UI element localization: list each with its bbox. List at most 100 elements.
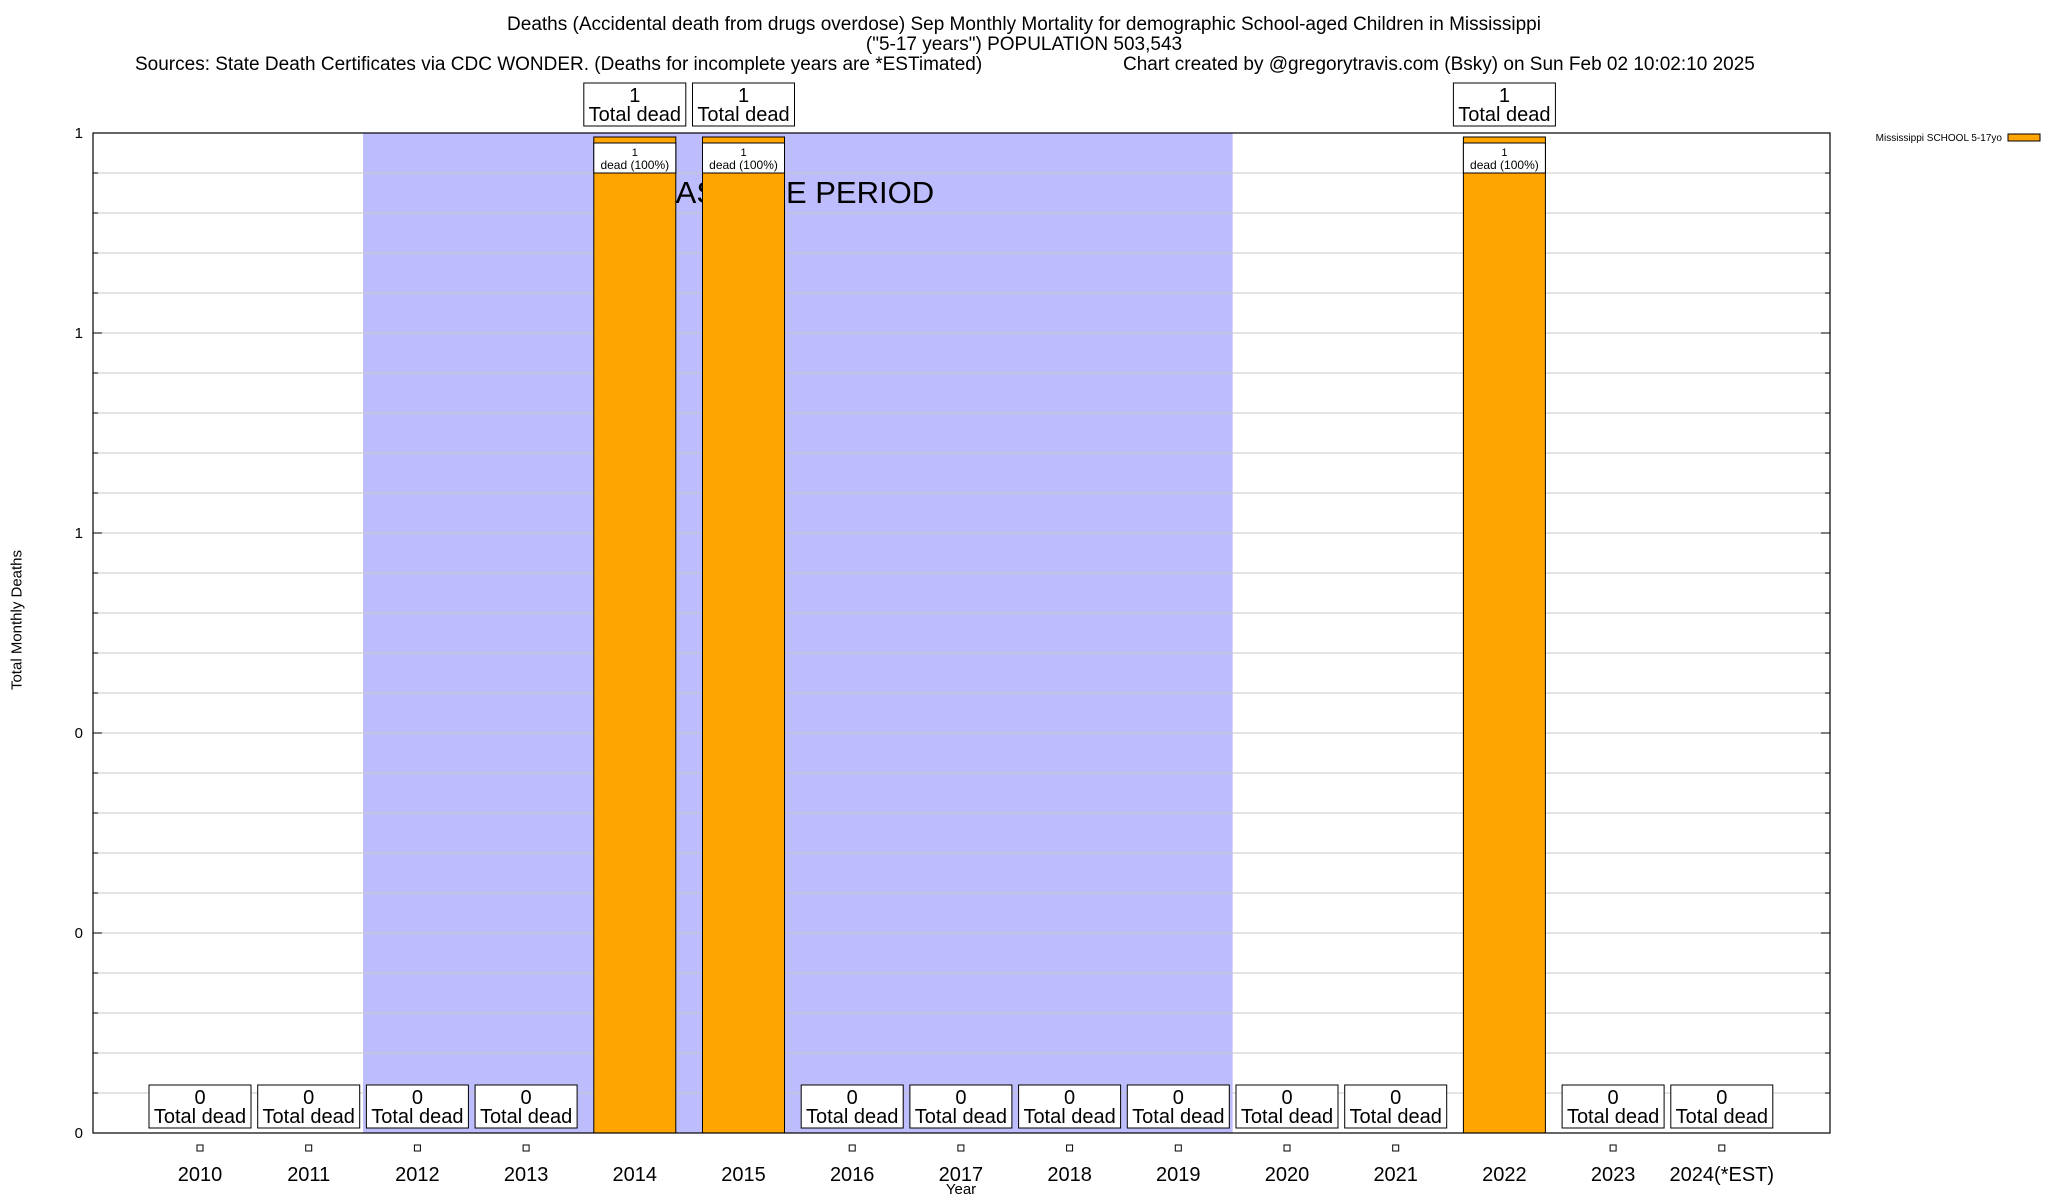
- total-dead-label: Total dead: [1676, 1106, 1768, 1128]
- bar-percent-label: dead (100%): [709, 158, 778, 172]
- zero-marker: [957, 1144, 965, 1152]
- x-tick-label: 2015: [721, 1164, 766, 1186]
- total-dead-label: Total dead: [263, 1106, 355, 1128]
- total-dead-label: Total dead: [1132, 1106, 1224, 1128]
- baseline-period-label: BASELINE PERIOD: [655, 175, 934, 210]
- total-dead-label: Total dead: [1567, 1106, 1659, 1128]
- total-label-box: [909, 1084, 1013, 1129]
- x-tick-label: 2014: [613, 1164, 658, 1186]
- total-dead-label: Total dead: [915, 1106, 1007, 1128]
- x-tick-label: 2012: [395, 1164, 440, 1186]
- y-tick-label: 0: [75, 725, 83, 742]
- x-tick-label: 2010: [178, 1164, 223, 1186]
- zero-marker: [1609, 1144, 1617, 1152]
- total-dead-count: 0: [303, 1087, 314, 1109]
- bar-percent-label-box: [1462, 142, 1546, 174]
- plot-border: [92, 132, 1831, 1134]
- total-dead-count: 0: [847, 1087, 858, 1109]
- total-dead-count: 0: [955, 1087, 966, 1109]
- chart-sources: Sources: State Death Certificates via CD…: [135, 54, 983, 75]
- bar-percent-count: 1: [632, 147, 638, 159]
- zero-marker: [522, 1144, 530, 1152]
- total-dead-label: Total dead: [697, 104, 789, 126]
- total-dead-count: 0: [1173, 1087, 1184, 1109]
- x-tick-label: 2017: [939, 1164, 984, 1186]
- total-dead-count: 0: [412, 1087, 423, 1109]
- total-label-box: [692, 82, 795, 127]
- y-tick-label: 1: [75, 125, 83, 142]
- x-tick-label: 2024(*EST): [1670, 1164, 1775, 1186]
- y-tick-label: 1: [75, 325, 83, 342]
- x-tick-label: 2016: [830, 1164, 875, 1186]
- bar-percent-count: 1: [1501, 147, 1507, 159]
- x-tick-label: 2021: [1373, 1164, 1418, 1186]
- total-label-box: [800, 1084, 904, 1129]
- total-dead-label: Total dead: [1458, 104, 1550, 126]
- total-dead-count: 0: [1716, 1087, 1727, 1109]
- total-dead-label: Total dead: [371, 1106, 463, 1128]
- bar-percent-count: 1: [740, 147, 746, 159]
- y-tick-label: 0: [75, 1125, 83, 1142]
- zero-marker: [1718, 1144, 1726, 1152]
- bar: [1462, 136, 1546, 1134]
- zero-marker: [1174, 1144, 1182, 1152]
- total-dead-count: 1: [1499, 85, 1510, 107]
- y-tick-label: 0: [75, 925, 83, 942]
- x-tick-label: 2011: [287, 1164, 330, 1186]
- bar: [702, 136, 785, 1134]
- total-dead-count: 0: [1064, 1087, 1075, 1109]
- total-dead-label: Total dead: [589, 104, 681, 126]
- total-dead-count: 0: [521, 1087, 532, 1109]
- bar-percent-label: dead (100%): [600, 158, 669, 172]
- total-label-box: [1452, 82, 1556, 127]
- baseline-period-region: [363, 133, 1233, 1133]
- total-label-box: [1018, 1084, 1122, 1129]
- total-label-box: [1344, 1084, 1448, 1129]
- total-label-box: [1126, 1084, 1230, 1129]
- total-label-box: [1670, 1084, 1774, 1129]
- total-label-box: [474, 1084, 578, 1129]
- total-label-box: [148, 1084, 252, 1129]
- total-dead-label: Total dead: [1023, 1106, 1115, 1128]
- x-tick-label: 2013: [504, 1164, 549, 1186]
- total-label-box: [257, 1084, 361, 1129]
- bar-percent-label-box: [593, 142, 677, 174]
- total-dead-count: 1: [629, 85, 640, 107]
- zero-marker: [1283, 1144, 1291, 1152]
- zero-marker: [305, 1144, 313, 1152]
- total-dead-label: Total dead: [806, 1106, 898, 1128]
- zero-marker: [1066, 1144, 1074, 1152]
- total-label-box: [365, 1084, 469, 1129]
- x-axis-label: Year: [945, 1181, 977, 1198]
- total-dead-label: Total dead: [1241, 1106, 1333, 1128]
- zero-marker: [413, 1144, 421, 1152]
- total-dead-label: Total dead: [480, 1106, 572, 1128]
- total-dead-label: Total dead: [154, 1106, 246, 1128]
- zero-marker: [848, 1144, 856, 1152]
- total-dead-count: 0: [194, 1087, 205, 1109]
- x-tick-label: 2023: [1591, 1164, 1636, 1186]
- zero-marker: [1392, 1144, 1400, 1152]
- total-dead-label: Total dead: [1350, 1106, 1442, 1128]
- total-label-box: [1235, 1084, 1339, 1129]
- total-dead-count: 0: [1608, 1087, 1619, 1109]
- total-label-box: [583, 82, 687, 127]
- bar: [593, 136, 677, 1134]
- x-tick-label: 2022: [1482, 1164, 1527, 1186]
- total-dead-count: 1: [738, 85, 749, 107]
- chart-title: Deaths (Accidental death from drugs over…: [507, 14, 1541, 35]
- x-tick-label: 2018: [1047, 1164, 1092, 1186]
- x-tick-label: 2020: [1265, 1164, 1310, 1186]
- legend-label: Mississippi SCHOOL 5-17yo: [1876, 133, 2003, 144]
- y-tick-label: 1: [75, 525, 83, 542]
- total-dead-count: 0: [1281, 1087, 1292, 1109]
- chart-credit: Chart created by @gregorytravis.com (Bsk…: [1123, 54, 1755, 75]
- chart-subtitle: ("5-17 years") POPULATION 503,543: [865, 34, 1183, 55]
- total-label-box: [1561, 1084, 1665, 1129]
- total-dead-count: 0: [1390, 1087, 1401, 1109]
- zero-marker: [196, 1144, 204, 1152]
- x-tick-label: 2019: [1156, 1164, 1201, 1186]
- bar-percent-label: dead (100%): [1470, 158, 1539, 172]
- legend-swatch: [2007, 133, 2041, 142]
